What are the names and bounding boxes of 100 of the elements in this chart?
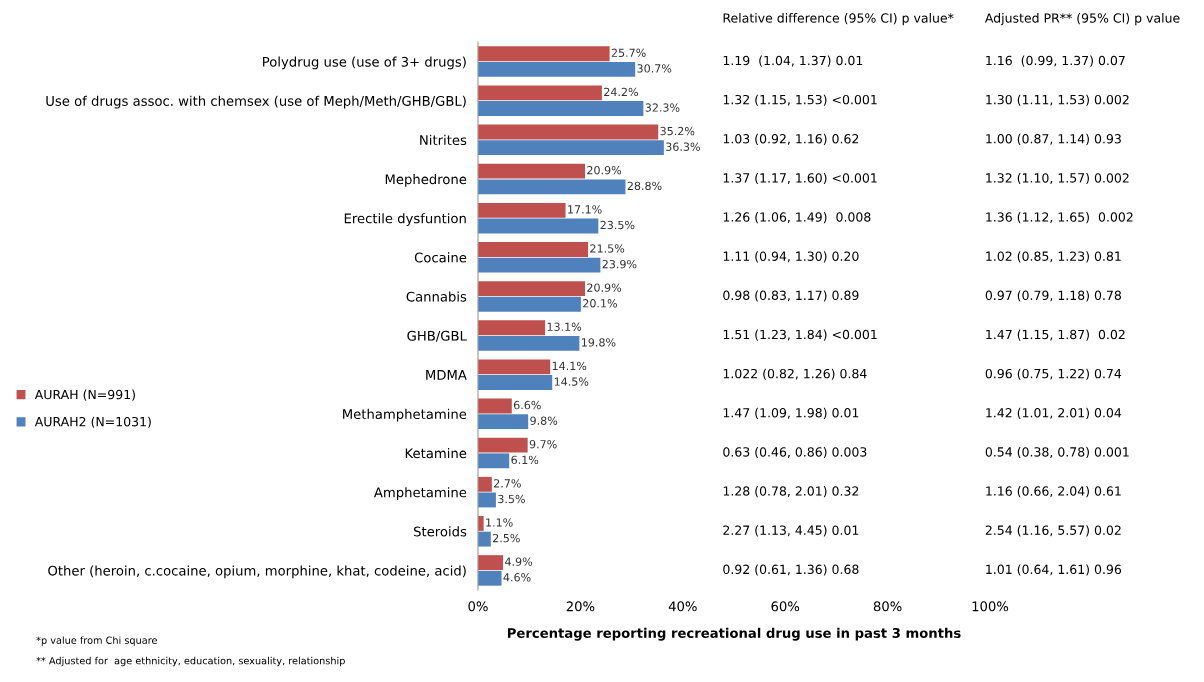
bar [478,570,502,586]
data-label: 9.7% [529,439,557,449]
bar [478,296,581,312]
data-label: 21.5% [590,244,625,253]
bar [478,202,566,218]
data-label: 25.7% [611,48,646,57]
y-tick-label: Nitrites [420,134,467,146]
bar [478,555,504,571]
y-tick-label: Cannabis [406,291,467,302]
bar [478,453,510,469]
x-tick-label: 20% [566,601,595,612]
annotation: 1.32 (1.15, 1.53) <0.001 [723,94,877,106]
x-tick-label: 40% [668,601,697,612]
y-tick-label: Cocaine [414,252,467,263]
y-tick-label: Polydrug use (use of 3+ drugs) [263,56,466,70]
data-label: 14.1% [552,361,587,371]
annotation: 1.47 (1.09, 1.98) 0.01 [723,407,859,419]
bar [478,218,599,234]
data-label: 35.2% [660,126,695,136]
annotation: 0.97 (0.79, 1.18) 0.78 [985,290,1121,302]
bar [478,281,586,297]
annotation: 1.16 (0.99, 1.37) 0.07 [986,55,1125,67]
y-tick-label: Amphetamine [374,487,467,500]
data-label: 19.8% [581,338,616,347]
annotation: 1.01 (0.64, 1.61) 0.96 [986,564,1122,576]
y-tick-label: Steroids [413,526,467,537]
annotation: 1.19 (1.04, 1.37) 0.01 [723,55,863,67]
legend-label: AURAH2 (N=1031) [34,416,151,428]
data-label: 20.9% [587,283,622,292]
bar [478,476,492,492]
data-label: 6.6% [513,400,541,410]
y-tick-label: Use of drugs assoc. with chemsex (use of Meph/Meth/GHB/GBL) [46,95,466,109]
annotation: 1.03 (0.92, 1.16) 0.62 [723,133,859,145]
x-tick-label: 60% [771,601,800,612]
annotation: 1.36 (1.12, 1.65) 0.002 [986,212,1133,224]
annotation: 0.54 (0.38, 0.78) 0.001 [985,446,1129,459]
data-label: 36.3% [666,142,700,151]
annotation: 1.26 (1.06, 1.49) 0.008 [723,212,871,224]
bar [478,85,602,101]
data-label: 6.1% [511,455,539,465]
y-tick-label: MDMA [426,370,467,380]
y-tick-label: Methamphetamine [343,408,467,422]
bar [478,140,664,156]
y-tick-label: Erectile dysfuntion [344,213,466,226]
annotation: 2.54 (1.16, 5.57) 0.02 [985,525,1121,537]
annotation: 1.022 (0.82, 1.26) 0.84 [723,368,867,380]
y-tick-label: Other (heroin, c.cocaine, opium, morphine, khat, codeine, acid) [48,565,466,579]
bar [478,179,626,195]
data-label: 2.7% [494,479,521,488]
x-tick-label: 0% [468,601,488,612]
data-label: 20.9% [587,165,622,175]
data-label: 2.5% [493,533,520,543]
bar [478,335,580,351]
bar [478,375,553,390]
data-label: 23.5% [600,220,635,230]
data-label: 13.1% [547,322,582,331]
annotation: 1.32 (1.10, 1.57) 0.002 [986,172,1129,185]
annotation: 1.42 (1.01, 2.01) 0.04 [986,407,1122,419]
annotation: 1.28 (0.78, 2.01) 0.32 [723,486,859,498]
annotation: 0.63 (0.46, 0.86) 0.003 [723,446,867,459]
annotation: 1.30 (1.11, 1.53) 0.002 [986,94,1129,106]
annotation: 1.11 (0.94, 1.30) 0.20 [723,251,859,263]
bar [478,531,491,547]
data-label: 28.8% [627,181,662,191]
y-tick-label: Mephedrone [385,173,467,187]
data-label: 17.1% [568,205,602,214]
annotation: 1.51 (1.23, 1.84) <0.001 [723,329,877,341]
data-label: 30.7% [637,64,672,73]
data-label: 14.5% [554,377,589,386]
y-tick-label: Ketamine [405,447,467,459]
data-label: 1.1% [486,518,513,527]
bar [478,414,529,430]
data-label: 23.9% [602,259,637,269]
annotation: 1.02 (0.85, 1.23) 0.81 [986,251,1121,263]
data-label: 24.2% [604,87,638,97]
annotation: 1.37 (1.17, 1.60) <0.001 [723,172,877,185]
x-tick-label: 80% [873,601,902,612]
annotation: 0.92 (0.61, 1.36) 0.68 [723,564,859,576]
annotation: 0.96 (0.75, 1.22) 0.74 [985,368,1122,380]
annotation: 2.27 (1.13, 4.45) 0.01 [723,525,859,537]
bar [478,320,546,336]
bar [478,359,551,375]
data-label: 4.9% [505,557,533,566]
data-label: 20.1% [583,299,617,308]
annotation: 1.00 (0.87, 1.14) 0.93 [986,133,1121,145]
bar [478,257,601,273]
bar [478,101,644,116]
legend-label: AURAH (N=991) [34,389,135,401]
annotation: 1.47 (1.15, 1.87) 0.02 [986,329,1125,341]
text: ** Adjusted for age ethnicity, education, sexuality, relationship [36,656,345,667]
text: Relative difference (95% CI) p value* [723,13,954,26]
bar [478,398,512,414]
text: *p value from Chi square [36,636,157,646]
annotation: 0.98 (0.83, 1.17) 0.89 [723,290,859,302]
bar [478,242,589,257]
x-tick-label: 100% [972,601,1009,612]
y-tick-label: GHB/GBL [407,330,467,342]
data-label: 32.3% [645,103,680,112]
data-label: 9.8% [530,416,558,425]
bar [478,163,586,179]
